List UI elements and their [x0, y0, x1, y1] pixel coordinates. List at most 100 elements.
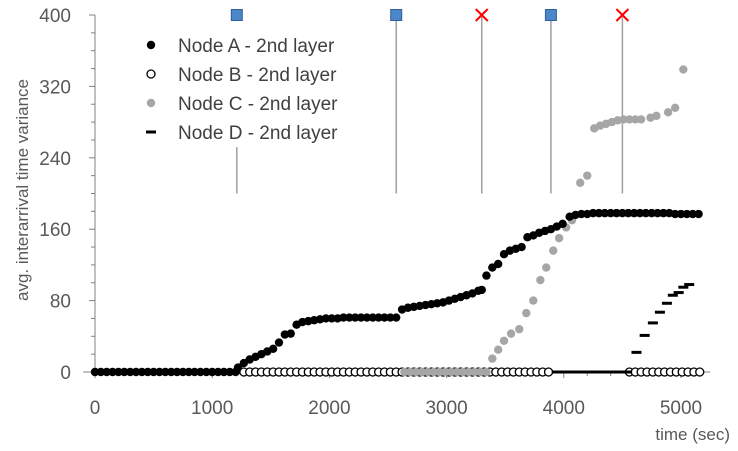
legend-label: Node C - 2nd layer [178, 94, 338, 115]
x-tick-label: 5000 [660, 398, 702, 419]
data-point [286, 329, 295, 338]
data-point [619, 115, 628, 124]
event-x-marker [615, 8, 630, 22]
data-point [208, 367, 217, 377]
data-point [108, 367, 117, 377]
data-point [345, 313, 354, 322]
data-point [688, 209, 697, 219]
x-tick-label: 2000 [308, 398, 350, 419]
data-point [380, 313, 389, 322]
legend-marker [146, 40, 156, 50]
data-point [172, 367, 182, 377]
data-point [563, 370, 574, 374]
y-tick-label: 0 [60, 363, 71, 384]
data-point [429, 367, 438, 377]
data-point [577, 209, 586, 219]
data-point [598, 370, 609, 374]
data-point [506, 329, 516, 338]
data-point [350, 313, 360, 322]
legend-label: Node A - 2nd layer [178, 36, 335, 57]
legend-label: Node D - 2nd layer [178, 123, 338, 144]
data-point [670, 209, 680, 219]
series-4 [551, 283, 695, 374]
data-point [482, 367, 491, 377]
data-point [673, 291, 684, 295]
data-point [362, 313, 372, 322]
data-point [586, 370, 597, 374]
data-point [575, 370, 586, 374]
data-point [441, 367, 450, 377]
data-point [670, 103, 680, 113]
event-x-marker [475, 8, 489, 22]
data-point [155, 367, 164, 377]
data-point [639, 333, 650, 337]
data-point [452, 367, 462, 377]
legend-entry: Node C - 2nd layer [146, 94, 338, 115]
data-point [470, 367, 479, 377]
data-point [178, 367, 188, 377]
data-point [522, 308, 531, 318]
data-point [374, 313, 383, 322]
data-point [213, 367, 223, 377]
y-axis-title: avg. interarrival time variance [13, 79, 32, 301]
data-point [647, 208, 656, 218]
data-point [386, 313, 395, 322]
data-point [321, 314, 331, 323]
data-point [641, 208, 651, 218]
data-point [667, 293, 678, 297]
x-tick-label: 0 [90, 398, 101, 419]
data-point [610, 370, 621, 374]
data-point [652, 111, 661, 121]
x-tick-label: 1000 [191, 398, 233, 419]
data-point [600, 208, 610, 218]
data-point [678, 285, 689, 289]
data-point [499, 336, 509, 345]
data-point [196, 367, 205, 377]
data-point [661, 301, 672, 305]
data-point [233, 363, 243, 372]
plot-area [90, 65, 705, 377]
data-point [581, 370, 592, 374]
x-tick-label: 4000 [543, 398, 585, 419]
data-point [137, 367, 147, 377]
data-point [557, 370, 568, 374]
data-point [536, 275, 545, 285]
data-point [551, 370, 562, 374]
data-point [488, 354, 497, 363]
data-point [622, 370, 633, 374]
data-point [458, 367, 468, 377]
data-point [368, 313, 377, 322]
data-point [477, 285, 486, 295]
event-square-marker [230, 9, 243, 21]
data-point [219, 367, 229, 377]
event-square-marker [390, 9, 403, 21]
y-tick-label: 240 [39, 149, 71, 170]
data-point [114, 367, 123, 377]
data-point [190, 367, 199, 377]
data-point [476, 367, 485, 377]
y-tick-label: 160 [39, 220, 71, 241]
legend-entry: Node B - 2nd layer [146, 65, 337, 86]
series-1 [90, 208, 703, 377]
data-point [588, 208, 598, 218]
data-point [202, 367, 211, 377]
data-point [166, 367, 176, 377]
data-point [542, 263, 551, 272]
data-point [517, 242, 526, 252]
data-point [268, 344, 278, 353]
data-point [606, 208, 615, 218]
data-point [143, 367, 152, 377]
data-point [493, 345, 503, 354]
data-point [659, 208, 668, 218]
data-point [327, 314, 336, 323]
legend-marker [146, 69, 156, 79]
legend: Node A - 2nd layer Node B - 2nd layer Node… [146, 36, 338, 144]
data-point [482, 271, 491, 280]
data-point [594, 208, 604, 218]
data-point [583, 171, 592, 180]
data-point [618, 208, 627, 218]
x-axis-title: time (sec) [655, 425, 730, 444]
event-square-marker [544, 9, 557, 21]
data-point [90, 367, 100, 377]
